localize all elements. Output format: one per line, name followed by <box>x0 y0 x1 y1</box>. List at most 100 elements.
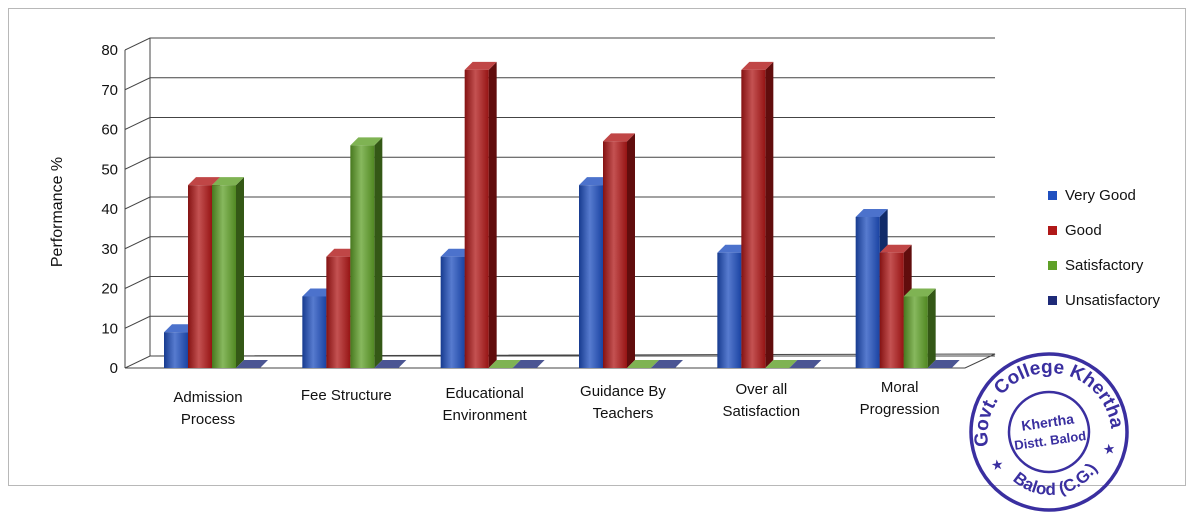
bar-top <box>603 133 635 142</box>
y-tick-label: 30 <box>101 241 118 258</box>
bar-top <box>488 360 521 368</box>
bar-front <box>879 252 904 368</box>
legend-swatch <box>1048 191 1057 200</box>
x-category-label: Admission <box>173 389 242 406</box>
x-category-label: Fee Structure <box>301 387 392 404</box>
y-axis-ticks: 0 10 20 30 40 50 60 70 80 <box>101 42 118 377</box>
x-category-label: Educational <box>445 385 523 402</box>
x-category-label: Environment <box>443 407 528 424</box>
bar-front <box>188 185 212 368</box>
y-tick-label: 50 <box>101 161 118 178</box>
y-tick-label: 80 <box>101 42 118 59</box>
bar-top <box>927 360 960 368</box>
legend-label: Satisfactory <box>1065 257 1144 274</box>
gridline <box>124 117 995 130</box>
bar-unsatisfactory <box>236 360 268 368</box>
legend-item: Satisfactory <box>1048 248 1188 283</box>
bar-top <box>789 360 822 368</box>
bar-side <box>627 133 635 368</box>
bar-unsatisfactory <box>789 360 822 368</box>
bar-front <box>717 252 742 368</box>
bar-top <box>765 360 798 368</box>
bar-front <box>903 296 928 368</box>
bar-unsatisfactory <box>651 360 683 368</box>
bar-side <box>236 177 244 368</box>
bar-satisfactory <box>350 137 383 368</box>
bar-front <box>350 145 375 368</box>
bar-side <box>488 61 497 368</box>
bar-top <box>903 288 936 297</box>
x-category-label: Satisfaction <box>723 403 801 420</box>
bar-top <box>188 177 220 186</box>
legend-label: Very Good <box>1065 187 1136 204</box>
bar-unsatisfactory <box>374 360 407 368</box>
college-seal-stamp: Govt. College Khertha Khertha Distt. Bal… <box>962 347 1129 512</box>
x-category-label: Teachers <box>593 405 654 422</box>
bar-top <box>651 360 683 368</box>
bar-front <box>603 141 627 368</box>
bar-top <box>512 360 545 368</box>
y-tick-label: 20 <box>101 281 118 298</box>
y-tick-label: 40 <box>101 201 118 218</box>
svg-text:★: ★ <box>1102 440 1117 458</box>
y-tick-label: 70 <box>101 82 118 99</box>
bar-good <box>603 133 635 368</box>
bar-front <box>164 332 188 368</box>
bar-top <box>350 137 383 146</box>
bar-top <box>741 61 774 70</box>
bar-front <box>440 256 465 368</box>
y-tick-label: 0 <box>110 360 118 377</box>
gridlines <box>124 37 996 369</box>
y-axis-label: Performance % <box>49 157 66 267</box>
x-axis-categories: Admission Process Fee Structure Educational… <box>173 379 939 428</box>
gridline <box>124 37 995 51</box>
legend-swatch <box>1048 296 1057 305</box>
y-tick-label: 60 <box>101 122 118 139</box>
x-category-label: Process <box>181 411 235 428</box>
x-category-label: Over all <box>735 381 787 398</box>
x-category-label: Moral <box>881 379 919 396</box>
bar-top <box>374 360 407 368</box>
bar-front <box>302 296 327 368</box>
bar-front <box>741 69 766 368</box>
bar-unsatisfactory <box>927 360 960 368</box>
x-category-label: Progression <box>860 401 940 418</box>
bar-front <box>464 69 489 368</box>
bar-top <box>627 360 659 368</box>
bar-front <box>579 185 603 368</box>
bar-good <box>464 61 497 368</box>
bar-top <box>879 244 912 253</box>
legend: Very Good Good Satisfactory Unsatisfactory <box>1048 178 1188 318</box>
bar-satisfactory <box>488 360 521 368</box>
legend-item: Very Good <box>1048 178 1188 213</box>
bar-side <box>374 137 383 368</box>
bar-side <box>927 288 936 368</box>
bar-satisfactory <box>212 177 244 368</box>
legend-item: Good <box>1048 213 1188 248</box>
legend-swatch <box>1048 226 1057 235</box>
x-category-label: Guidance By <box>580 383 666 400</box>
bar-satisfactory <box>903 288 936 368</box>
y-tick-label: 10 <box>101 320 118 337</box>
svg-text:★: ★ <box>990 456 1005 474</box>
chart-floor <box>125 353 996 369</box>
bar-front <box>326 256 351 368</box>
gridline <box>124 156 995 170</box>
bars <box>164 61 960 368</box>
bar-top <box>212 177 244 186</box>
bar-top <box>464 61 497 70</box>
bar-unsatisfactory <box>512 360 545 368</box>
gridline <box>124 196 995 210</box>
legend-label: Good <box>1065 222 1102 239</box>
bar-front <box>212 185 236 368</box>
bar-good <box>741 61 774 368</box>
bar-satisfactory <box>627 360 659 368</box>
svg-text:Khertha: Khertha <box>1020 410 1075 433</box>
legend-swatch <box>1048 261 1057 270</box>
legend-label: Unsatisfactory <box>1065 292 1161 309</box>
bar-top <box>236 360 268 368</box>
bar-front <box>855 216 880 368</box>
gridline <box>124 77 995 91</box>
bar-top <box>855 208 888 217</box>
